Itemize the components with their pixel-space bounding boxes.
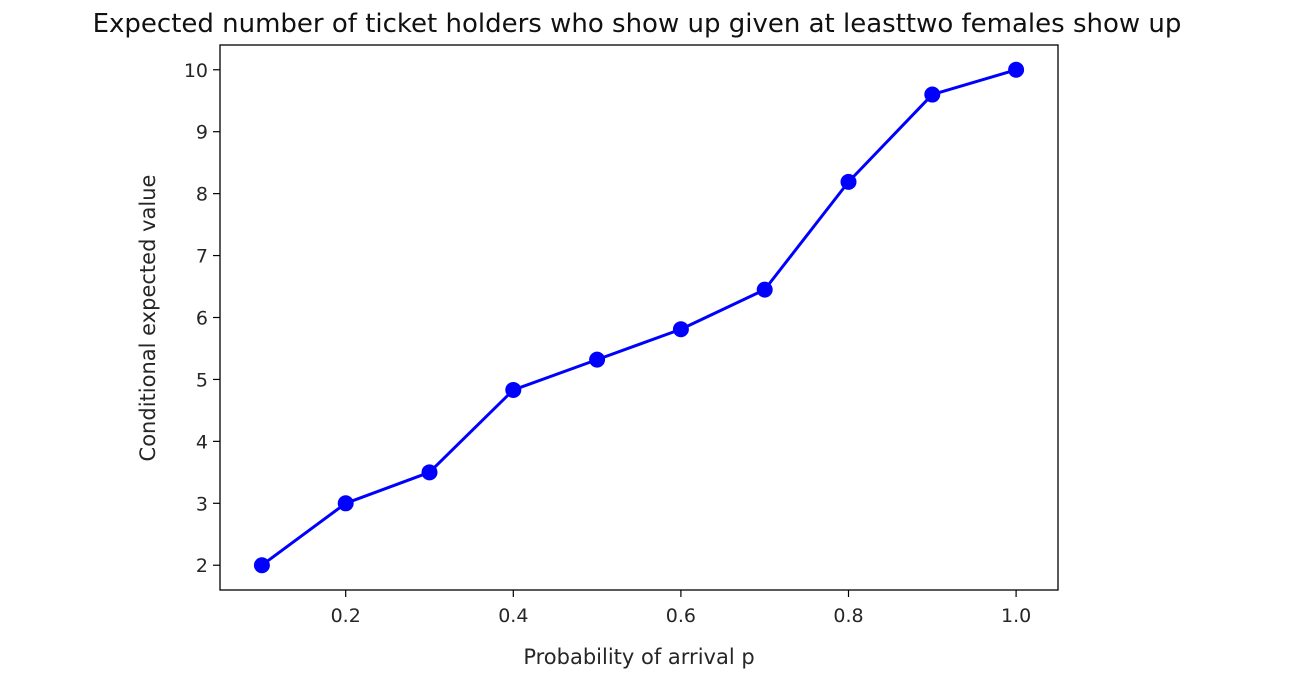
- data-point: [1008, 61, 1025, 78]
- data-point: [253, 557, 270, 574]
- y-tick-label: 3: [196, 493, 208, 515]
- x-tick-label: 0.8: [833, 605, 863, 627]
- y-tick-label: 6: [196, 308, 208, 330]
- data-series: [253, 61, 1025, 574]
- x-tick-label: 0.2: [331, 605, 361, 627]
- data-point: [672, 321, 689, 338]
- data-point: [840, 173, 857, 190]
- y-tick-label: 4: [196, 431, 208, 453]
- data-point: [505, 381, 522, 398]
- chart-title: Expected number of ticket holders who sh…: [93, 9, 1182, 39]
- x-tick-label: 0.4: [498, 605, 528, 627]
- y-tick-label: 7: [196, 246, 208, 268]
- data-point: [756, 281, 773, 298]
- x-tick-label: 0.6: [666, 605, 696, 627]
- x-tick-label: 1.0: [1001, 605, 1031, 627]
- y-axis-ticks: 2 3 4 5 6 7 8 9 10: [184, 60, 220, 577]
- data-point: [589, 351, 606, 368]
- data-point: [337, 495, 354, 512]
- y-axis-label: Conditional expected value: [136, 175, 160, 462]
- y-tick-label: 9: [196, 122, 208, 144]
- data-point: [924, 86, 941, 103]
- y-tick-label: 5: [196, 369, 208, 391]
- x-axis-ticks: 0.2 0.4 0.6 0.8 1.0: [331, 590, 1031, 627]
- series-line: [261, 68, 1017, 567]
- data-point: [421, 464, 438, 481]
- y-tick-label: 8: [196, 184, 208, 206]
- x-axis-label: Probability of arrival p: [523, 645, 754, 669]
- y-tick-label: 2: [196, 555, 208, 577]
- y-tick-label: 10: [184, 60, 208, 82]
